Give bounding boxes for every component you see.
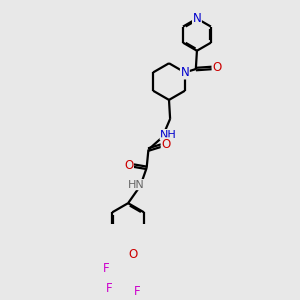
Text: N: N — [181, 66, 189, 79]
Text: F: F — [106, 283, 113, 296]
Text: O: O — [212, 61, 221, 74]
Text: O: O — [161, 138, 170, 151]
Text: HN: HN — [128, 180, 145, 190]
Text: F: F — [103, 262, 110, 275]
Text: O: O — [128, 248, 137, 261]
Text: F: F — [134, 285, 140, 298]
Text: N: N — [193, 12, 201, 25]
Text: O: O — [124, 159, 134, 172]
Text: NH: NH — [160, 130, 177, 140]
